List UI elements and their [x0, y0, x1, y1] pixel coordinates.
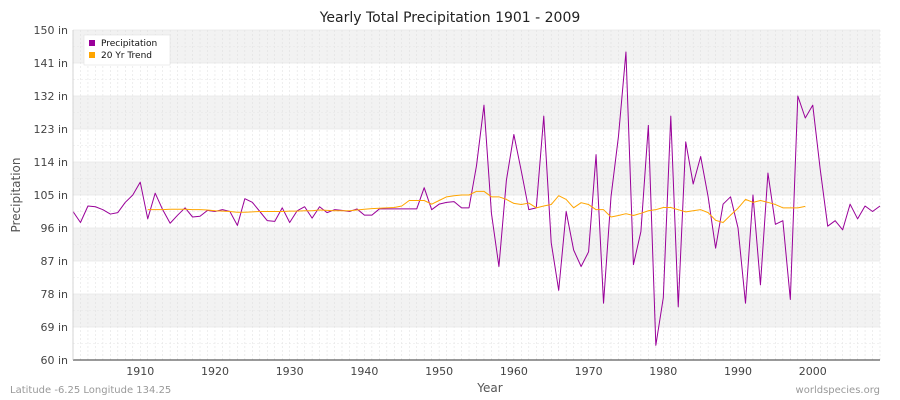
y-tick-label: 105 in	[33, 189, 68, 202]
y-tick-label: 132 in	[33, 90, 68, 103]
trend-line	[147, 190, 806, 223]
axes	[72, 30, 880, 361]
y-axis-label: Precipitation	[9, 157, 23, 232]
y-tick-label: 60 in	[40, 354, 68, 367]
legend-box	[83, 34, 171, 66]
x-tick-label: 1980	[649, 365, 677, 378]
x-tick-label: 1950	[425, 365, 453, 378]
legend-swatch-precipitation	[89, 40, 95, 46]
x-axis-label: Year	[476, 381, 502, 395]
footer-coordinates: Latitude -6.25 Longitude 134.25	[10, 385, 171, 396]
chart-title: Yearly Total Precipitation 1901 - 2009	[319, 10, 581, 26]
y-tick-label: 69 in	[40, 321, 68, 334]
y-tick-label: 114 in	[33, 156, 68, 169]
x-tick-label: 1910	[126, 365, 154, 378]
legend-swatch-trend	[89, 52, 95, 58]
legend-label-precipitation: Precipitation	[101, 39, 157, 49]
series-lines	[72, 51, 881, 346]
y-tick-label: 96 in	[40, 222, 68, 235]
legend-label-trend: 20 Yr Trend	[101, 51, 152, 61]
x-tick-label: 1990	[724, 365, 752, 378]
x-tick-label: 1960	[500, 365, 528, 378]
footer-site: worldspecies.org	[796, 385, 880, 396]
y-tick-label: 123 in	[33, 123, 68, 136]
x-tick-label: 1930	[276, 365, 304, 378]
legend: Precipitation 20 Yr Trend	[83, 34, 171, 66]
x-tick-label: 1920	[201, 365, 229, 378]
y-tick-label: 78 in	[40, 288, 68, 301]
y-tick-label: 141 in	[33, 57, 68, 70]
x-tick-label: 2000	[799, 365, 827, 378]
x-tick-labels: 1910 1920 1930 1940 1950 1960 1970 1980 1990 2000	[126, 365, 827, 378]
y-tick-labels: 60 in 69 in 78 in 87 in 96 in 105 in 114 in 123…	[33, 24, 68, 367]
y-tick-label: 150 in	[33, 24, 68, 37]
y-tick-label: 87 in	[40, 255, 68, 268]
x-tick-label: 1940	[350, 365, 378, 378]
x-tick-label: 1970	[575, 365, 603, 378]
